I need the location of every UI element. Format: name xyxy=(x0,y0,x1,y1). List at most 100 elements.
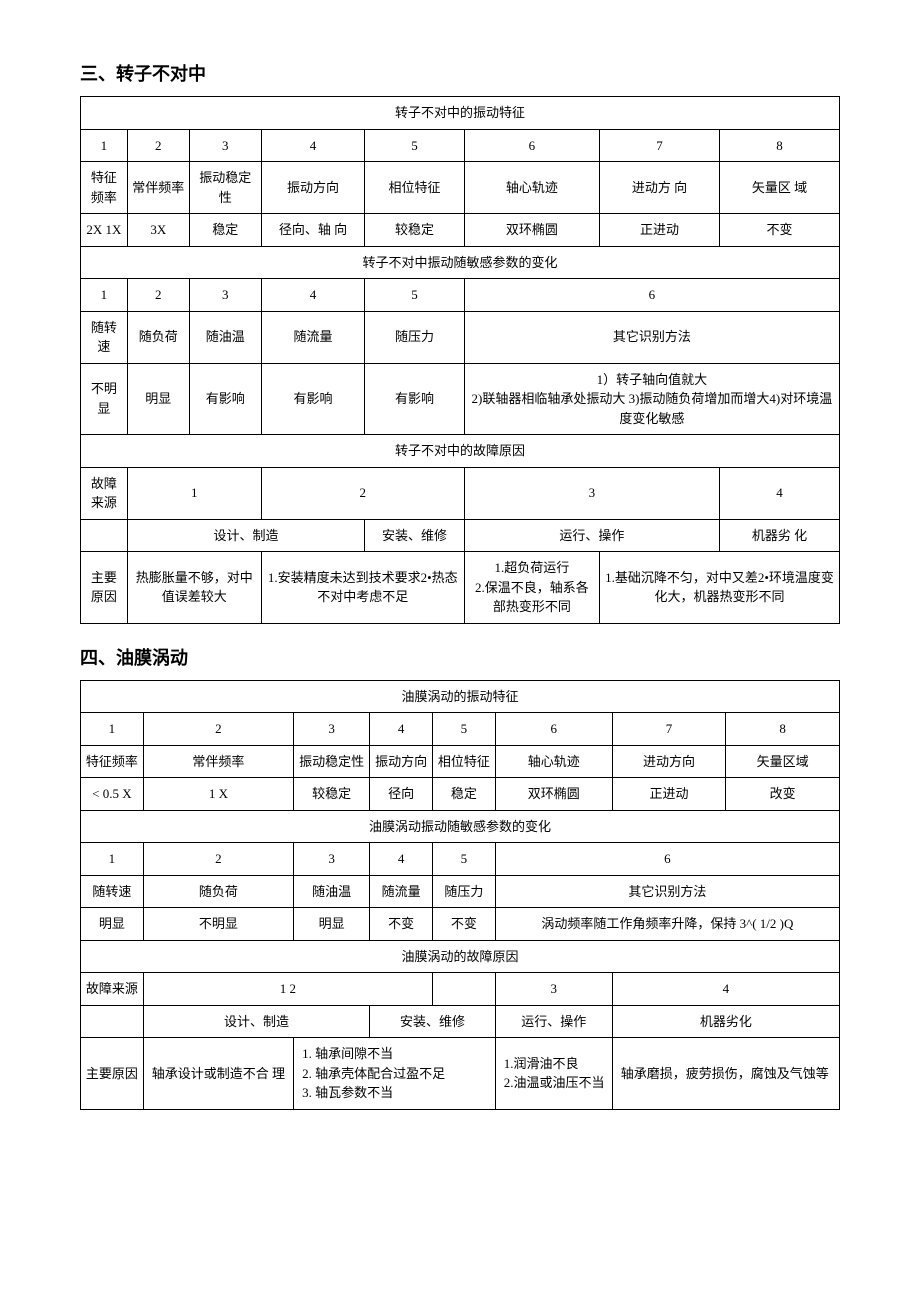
s3t1-hdr: 特征频率 xyxy=(81,162,128,214)
s4t3-r3: 轴承设计或制造不合 理 xyxy=(143,1038,293,1110)
s4t1-num: 6 xyxy=(495,713,612,746)
s4t3-r3: 1. 轴承间隙不当2. 轴承壳体配合过盈不足3. 轴瓦参数不当 xyxy=(294,1038,496,1110)
s4t1-val: 稳定 xyxy=(432,778,495,811)
s3t1-num: 3 xyxy=(189,129,261,162)
s3t3-r2 xyxy=(81,519,128,552)
section4-table: 油膜涡动的振动特征 1 2 3 4 5 6 7 8 特征频率 常伴频率 振动稳定… xyxy=(80,680,840,1110)
s3t1-hdr: 轴心轨迹 xyxy=(464,162,599,214)
s3t2-num: 6 xyxy=(464,279,839,312)
s4t2-title: 油膜涡动振动随敏感参数的变化 xyxy=(81,810,840,843)
s3t1-title: 转子不对中的振动特征 xyxy=(81,97,840,130)
s4t1-val: 1 X xyxy=(143,778,293,811)
s4t2-hdr: 随负荷 xyxy=(143,875,293,908)
s4t3-title: 油膜涡动的故障原因 xyxy=(81,940,840,973)
s3t3-r1: 1 xyxy=(127,467,261,519)
s3t2-title: 转子不对中振动随敏感参数的变化 xyxy=(81,246,840,279)
s4t1-val: < 0.5 X xyxy=(81,778,144,811)
s4t1-val: 双环椭圆 xyxy=(495,778,612,811)
s4t2-num: 6 xyxy=(495,843,839,876)
s4t3-r2: 安装、维修 xyxy=(370,1005,495,1038)
section3-table: 转子不对中的振动特征 1 2 3 4 5 6 7 8 特征频率 常伴频率 振动稳… xyxy=(80,96,840,624)
s4t1-num: 7 xyxy=(612,713,726,746)
s3t3-r1: 3 xyxy=(464,467,719,519)
s3t2-hdr: 随流量 xyxy=(261,311,364,363)
s3t2-num: 3 xyxy=(189,279,261,312)
s3t2-hdr: 随负荷 xyxy=(127,311,189,363)
s3t3-r2: 运行、操作 xyxy=(464,519,719,552)
s3t2-num: 4 xyxy=(261,279,364,312)
s4t2-val: 不变 xyxy=(432,908,495,941)
s3t2-hdr: 随油温 xyxy=(189,311,261,363)
s4t1-val: 较稳定 xyxy=(294,778,370,811)
s3t1-val: 双环椭圆 xyxy=(464,214,599,247)
section4-heading: 四、油膜涡动 xyxy=(80,644,840,670)
s3t1-hdr: 振动稳定性 xyxy=(189,162,261,214)
s4t1-val: 径向 xyxy=(370,778,433,811)
s4t1-hdr: 特征频率 xyxy=(81,745,144,778)
s3t2-num: 2 xyxy=(127,279,189,312)
s4t1-hdr: 相位特征 xyxy=(432,745,495,778)
s3t1-num: 5 xyxy=(365,129,465,162)
s4t2-num: 1 xyxy=(81,843,144,876)
s4t2-val: 不变 xyxy=(370,908,433,941)
s4t1-hdr: 轴心轨迹 xyxy=(495,745,612,778)
s4t3-r1: 1 2 xyxy=(143,973,432,1006)
s3t3-r2: 机器劣 化 xyxy=(720,519,840,552)
s4t2-val: 明显 xyxy=(294,908,370,941)
s3t2-val: 不明显 xyxy=(81,363,128,435)
s4t1-title: 油膜涡动的振动特征 xyxy=(81,680,840,713)
s3t3-r1: 2 xyxy=(261,467,464,519)
s3t3-r1: 4 xyxy=(720,467,840,519)
s3t3-r3: 1.基础沉降不匀，对中又差2•环境温度变化大，机器热变形不同 xyxy=(600,552,840,624)
section3-heading: 三、转子不对中 xyxy=(80,60,840,86)
s3t2-hdr: 随转速 xyxy=(81,311,128,363)
s3t3-r3: 1.安装精度未达到技术要求2•热态不对中考虑不足 xyxy=(261,552,464,624)
s4t1-num: 3 xyxy=(294,713,370,746)
s3t1-val: 较稳定 xyxy=(365,214,465,247)
s3t2-val: 明显 xyxy=(127,363,189,435)
s4t3-r2: 机器劣化 xyxy=(612,1005,839,1038)
s4t1-val: 正进动 xyxy=(612,778,726,811)
s3t1-num: 6 xyxy=(464,129,599,162)
s3t1-val: 不变 xyxy=(720,214,840,247)
s3t1-val: 3X xyxy=(127,214,189,247)
s4t2-hdr: 随压力 xyxy=(432,875,495,908)
s4t1-hdr: 振动稳定性 xyxy=(294,745,370,778)
s3t1-num: 1 xyxy=(81,129,128,162)
s4t2-val: 不明显 xyxy=(143,908,293,941)
s3t2-num: 5 xyxy=(365,279,465,312)
s4t1-val: 改变 xyxy=(726,778,840,811)
s4t1-num: 1 xyxy=(81,713,144,746)
s4t3-r1: 3 xyxy=(495,973,612,1006)
s3t2-val: 1）转子轴向值就大2)联轴器相临轴承处振动大 3)振动随负荷增加而增大4)对环境… xyxy=(464,363,839,435)
s4t1-hdr: 进动方向 xyxy=(612,745,726,778)
s4t1-hdr: 矢量区域 xyxy=(726,745,840,778)
s4t2-num: 4 xyxy=(370,843,433,876)
s4t2-val: 明显 xyxy=(81,908,144,941)
s3t1-hdr: 进动方 向 xyxy=(600,162,720,214)
s3t1-hdr: 振动方向 xyxy=(261,162,364,214)
s4t1-num: 2 xyxy=(143,713,293,746)
s4t3-r3: 1.润滑油不良2.油温或油压不当 xyxy=(495,1038,612,1110)
s3t2-num: 1 xyxy=(81,279,128,312)
s4t2-hdr: 随油温 xyxy=(294,875,370,908)
s4t2-val: 涡动频率随工作角频率升降，保持 3^( 1/2 )Q xyxy=(495,908,839,941)
s4t3-r1 xyxy=(432,973,495,1006)
s3t1-hdr: 矢量区 域 xyxy=(720,162,840,214)
s4t2-num: 5 xyxy=(432,843,495,876)
s3t1-num: 7 xyxy=(600,129,720,162)
s3t3-r3-label: 主要原因 xyxy=(81,552,128,624)
s3t1-hdr: 常伴频率 xyxy=(127,162,189,214)
s4t2-num: 3 xyxy=(294,843,370,876)
s4t1-hdr: 振动方向 xyxy=(370,745,433,778)
s3t1-num: 8 xyxy=(720,129,840,162)
s4t1-num: 5 xyxy=(432,713,495,746)
s3t1-hdr: 相位特征 xyxy=(365,162,465,214)
s4t3-r3-label: 主要原因 xyxy=(81,1038,144,1110)
s3t3-r2: 安装、维修 xyxy=(365,519,465,552)
s4t1-num: 8 xyxy=(726,713,840,746)
s3t1-val: 正进动 xyxy=(600,214,720,247)
s3t3-r3: 1.超负荷运行2.保温不良，轴系各部热变形不同 xyxy=(464,552,599,624)
s4t3-r2: 运行、操作 xyxy=(495,1005,612,1038)
s4t3-r3: 轴承磨损，疲劳损伤，腐蚀及气蚀等 xyxy=(612,1038,839,1110)
